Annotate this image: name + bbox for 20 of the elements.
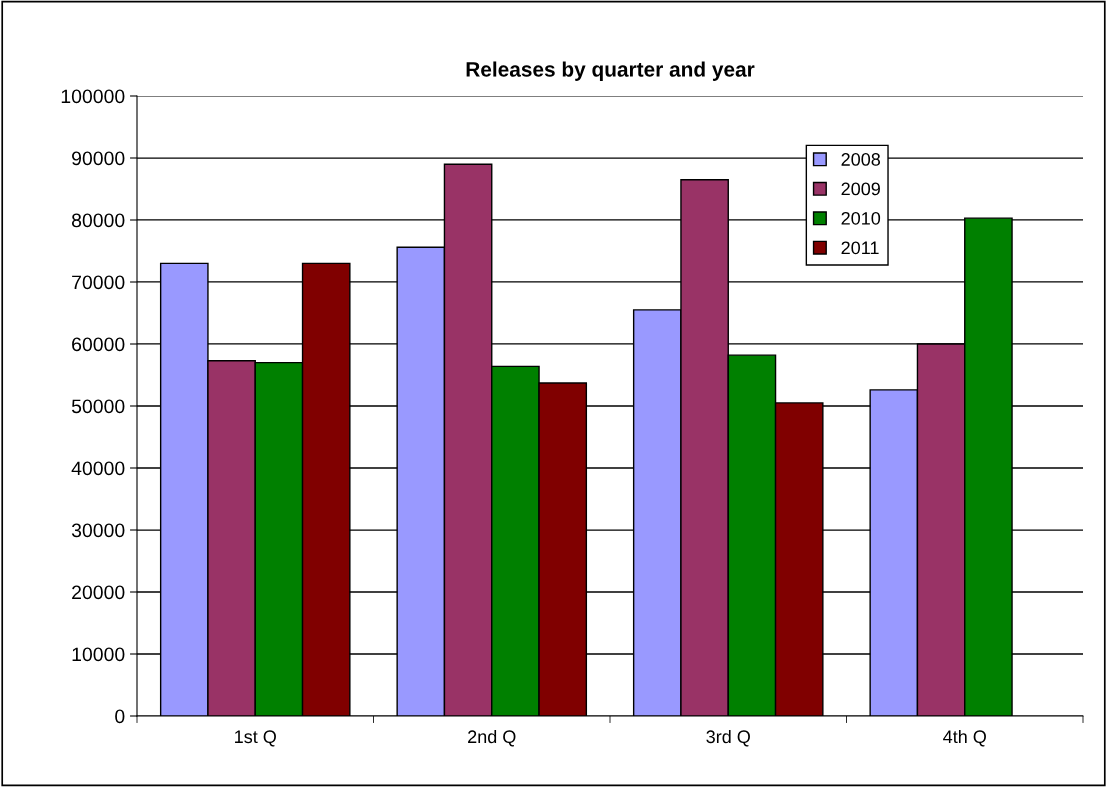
legend-label: 2008 bbox=[841, 153, 881, 166]
y-tick-label: 80000 bbox=[71, 213, 125, 228]
y-tick-label: 30000 bbox=[71, 523, 125, 538]
y-tick-label: 20000 bbox=[72, 585, 125, 600]
y-tick-label: 90000 bbox=[72, 151, 125, 166]
legend-label: 2009 bbox=[841, 182, 880, 196]
y-tick-label: 0 bbox=[115, 709, 125, 724]
y-tick-label: 50000 bbox=[71, 399, 125, 414]
x-tick-label: 2nd Q bbox=[468, 729, 516, 747]
y-tick-label: 70000 bbox=[72, 275, 125, 290]
x-tick-label: 4th Q bbox=[943, 729, 986, 747]
y-tick-label: 100000 bbox=[61, 89, 125, 104]
y-tick-label: 60000 bbox=[72, 337, 125, 352]
legend-label: 2011 bbox=[841, 241, 879, 255]
y-tick-label: 10000 bbox=[72, 647, 125, 662]
chart-title: Releases by quarter and year bbox=[466, 61, 755, 81]
x-tick-label: 1st Q bbox=[235, 730, 276, 747]
y-tick-label: 40000 bbox=[71, 461, 125, 476]
x-tick-label: 3rd Q bbox=[706, 729, 750, 747]
legend-label: 2010 bbox=[841, 211, 881, 225]
